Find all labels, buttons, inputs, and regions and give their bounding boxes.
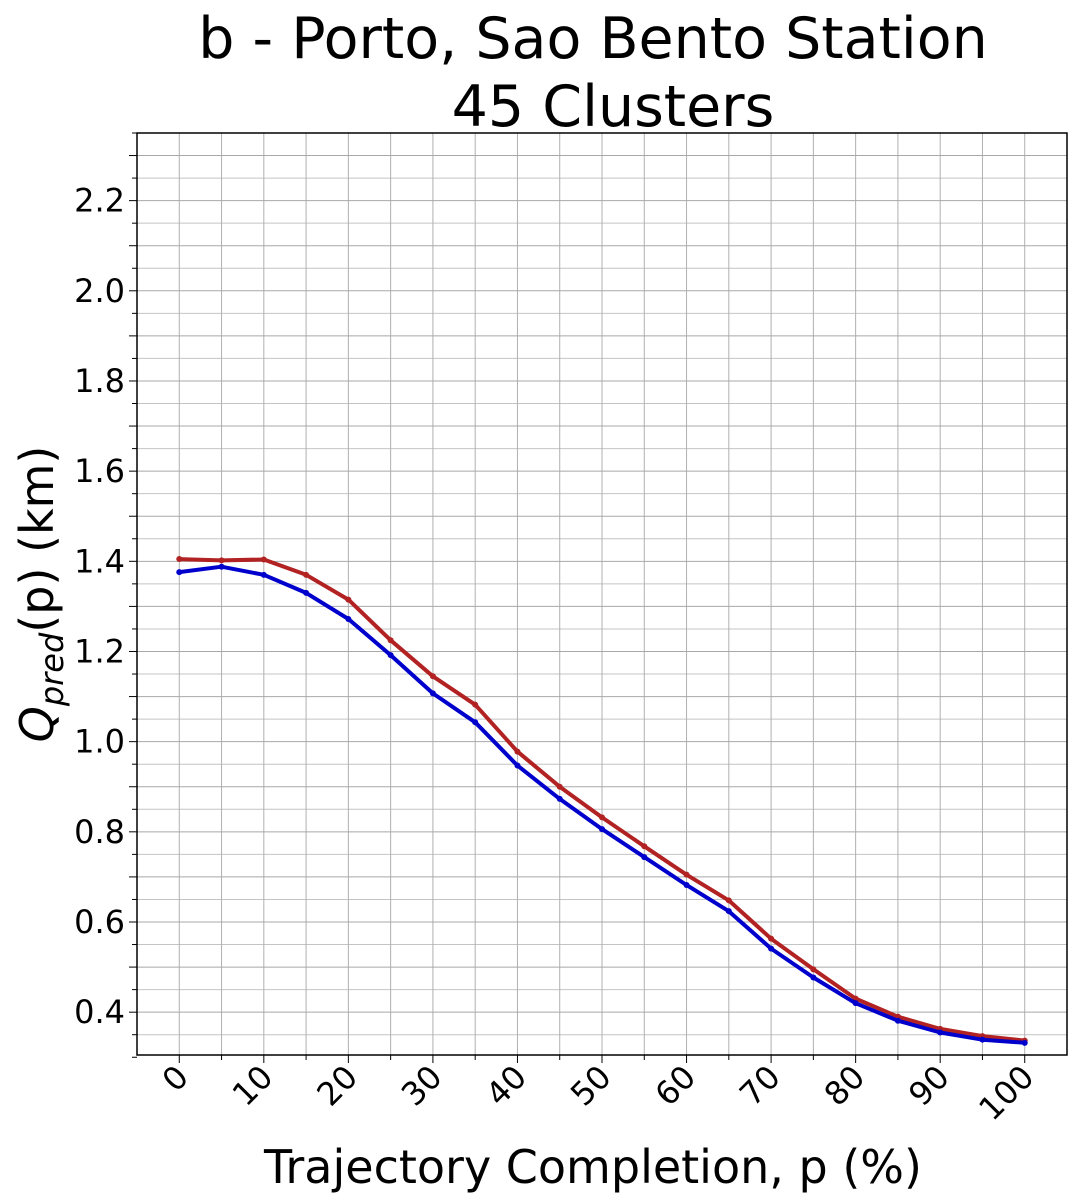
- series-2-point: [556, 795, 563, 802]
- series-layer: [176, 556, 1028, 1046]
- x-tick-label: 20: [309, 1058, 365, 1114]
- series-2-point: [514, 762, 521, 769]
- x-tick-label: 70: [732, 1058, 788, 1114]
- tick-labels: 0 10 20 30 40 50 60 70 80 90 100 0.4 0.6 0.8 1.0 1.2 1.4…: [74, 182, 1041, 1128]
- x-tick-label: 60: [648, 1058, 704, 1114]
- series-2-point: [683, 882, 690, 889]
- series-2-point: [641, 854, 648, 861]
- series-2-point: [810, 974, 817, 981]
- axis-ticks: [129, 132, 1026, 1063]
- series-1-point: [768, 935, 775, 942]
- y-tick-label: 1.8: [74, 362, 125, 400]
- y-tick-label: 2.2: [74, 182, 125, 220]
- series-1-point: [218, 557, 225, 564]
- series-1-point: [472, 701, 479, 708]
- series-2-point: [303, 589, 310, 596]
- series-2-point: [599, 826, 605, 833]
- series-1-point: [345, 596, 352, 603]
- series-2-point: [768, 945, 775, 952]
- series-2-point: [1021, 1039, 1028, 1046]
- series-1-point: [725, 897, 732, 904]
- series-1-point: [514, 748, 521, 755]
- chart-title-line-1: b - Porto, Sao Bento Station: [198, 6, 987, 72]
- x-tick-label: 50: [563, 1058, 619, 1114]
- y-axis-label: Qpred(p) (km): [10, 446, 71, 743]
- y-tick-label: 1.0: [74, 723, 125, 761]
- series-2-point: [345, 616, 352, 623]
- x-tick-label: 100: [971, 1058, 1041, 1128]
- series-2-point: [852, 1000, 859, 1007]
- x-axis-label: Trajectory Completion, p (%): [263, 1140, 922, 1194]
- series-2-point: [472, 719, 479, 726]
- series-2-point: [937, 1029, 944, 1036]
- series-1-point: [303, 571, 310, 578]
- series-2-point: [387, 652, 394, 659]
- y-tick-label: 0.4: [74, 993, 125, 1031]
- series-2-point: [979, 1036, 986, 1043]
- series-1-point: [810, 966, 817, 973]
- series-1-point: [599, 814, 605, 821]
- series-1-point: [556, 783, 563, 790]
- series-1-point: [429, 673, 436, 680]
- series-2-point: [218, 563, 225, 570]
- x-tick-label: 90: [901, 1058, 957, 1114]
- chart-title-line-2: 45 Clusters: [452, 74, 775, 140]
- series-2-point: [260, 571, 267, 578]
- y-tick-label: 2.0: [74, 272, 125, 310]
- y-tick-label: 0.8: [74, 813, 125, 851]
- x-tick-label: 30: [394, 1058, 450, 1114]
- x-tick-label: 10: [225, 1058, 281, 1114]
- y-tick-label: 1.4: [74, 542, 125, 580]
- x-tick-label: 40: [478, 1058, 534, 1114]
- plot-frame: [136, 132, 1068, 1056]
- series-2-point: [725, 908, 732, 915]
- x-tick-label: 0: [155, 1058, 196, 1099]
- y-tick-label: 1.6: [74, 452, 125, 490]
- series-1-point: [641, 843, 648, 850]
- x-tick-label: 80: [817, 1058, 873, 1114]
- y-tick-label: 1.2: [74, 632, 125, 670]
- series-1-point: [260, 556, 267, 563]
- major-gridlines: [137, 133, 1067, 1055]
- y-tick-label: 0.6: [74, 903, 125, 941]
- series-1-point: [683, 871, 690, 878]
- series-1-point: [387, 637, 394, 644]
- series-2-point: [176, 569, 183, 576]
- series-1-point: [176, 556, 183, 563]
- series-2-point: [894, 1017, 901, 1024]
- series-2-point: [429, 690, 436, 697]
